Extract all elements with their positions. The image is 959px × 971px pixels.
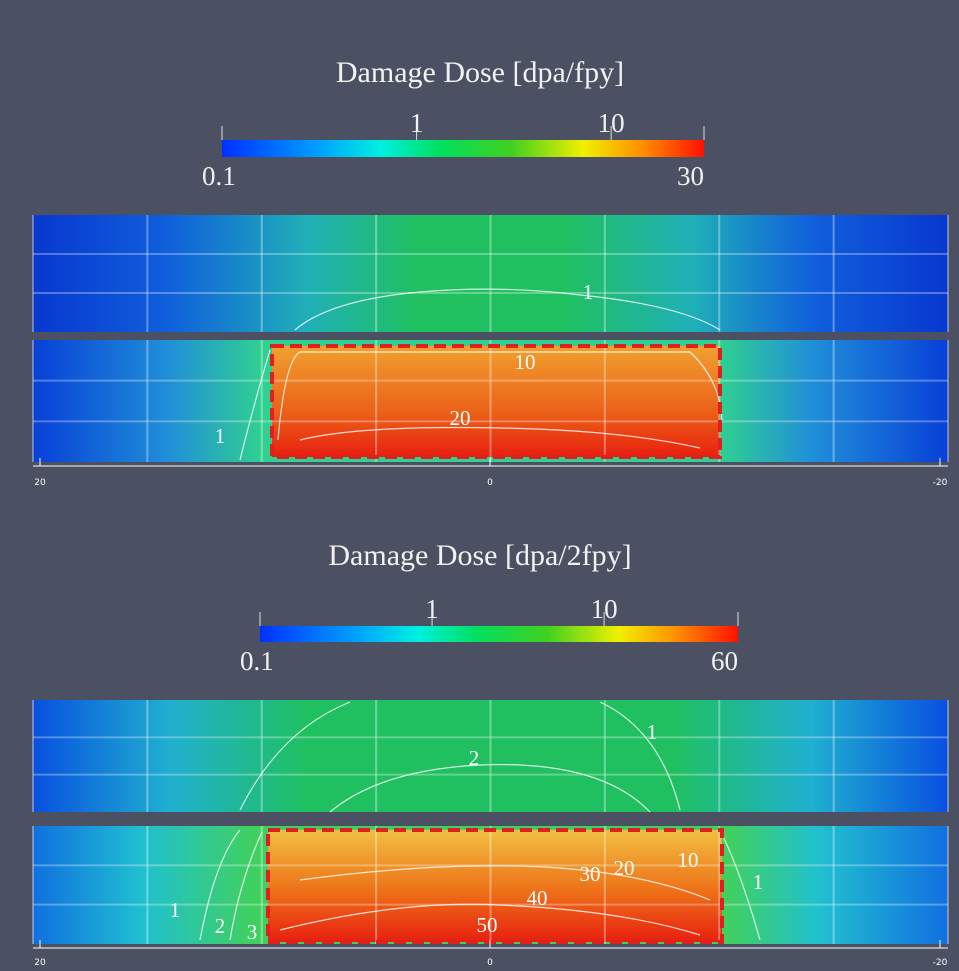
x-tick-label: -20	[933, 958, 948, 968]
colorbar-title: Damage Dose [dpa/2fpy]	[328, 539, 631, 572]
contour-label: 3	[247, 920, 258, 944]
contour-label: 50	[477, 913, 498, 937]
colorbar-tick-label: 0.1	[240, 646, 274, 676]
hot-region	[272, 346, 720, 457]
contour-label: 10	[678, 848, 699, 872]
x-tick-label: 20	[34, 958, 46, 968]
x-tick-label: 20	[34, 478, 46, 488]
colorbar-title: Damage Dose [dpa/fpy]	[336, 56, 624, 89]
contour-label: 1	[215, 424, 226, 448]
x-tick-label: -20	[933, 478, 948, 488]
colorbar-tick-label: 0.1	[202, 161, 236, 191]
colorbar	[260, 626, 738, 642]
contour-label: 20	[614, 856, 635, 880]
contour-label: 1	[753, 870, 764, 894]
contour-label: 2	[469, 746, 480, 770]
contour-label: 1	[583, 280, 594, 304]
colorbar-tick-label: 10	[591, 594, 618, 624]
colorbar-tick-label: 1	[410, 108, 424, 138]
colorbar-tick-label: 60	[711, 646, 738, 676]
colorbar-tick-label: 10	[598, 108, 625, 138]
contour-label: 40	[527, 886, 548, 910]
contour-label: 1	[170, 898, 181, 922]
figure: Damage Dose [dpa/fpy]0.111030110201200-2…	[0, 0, 959, 971]
contour-label: 20	[450, 406, 471, 430]
colorbar-tick-label: 30	[677, 161, 704, 191]
contour-label: 2	[215, 914, 226, 938]
contour-label: 10	[515, 350, 536, 374]
colorbar-tick-label: 1	[425, 594, 439, 624]
contour-label: 30	[580, 862, 601, 886]
x-tick-label: 0	[487, 958, 493, 968]
x-tick-label: 0	[487, 478, 493, 488]
colorbar	[222, 140, 704, 157]
contour-label: 1	[647, 720, 658, 744]
